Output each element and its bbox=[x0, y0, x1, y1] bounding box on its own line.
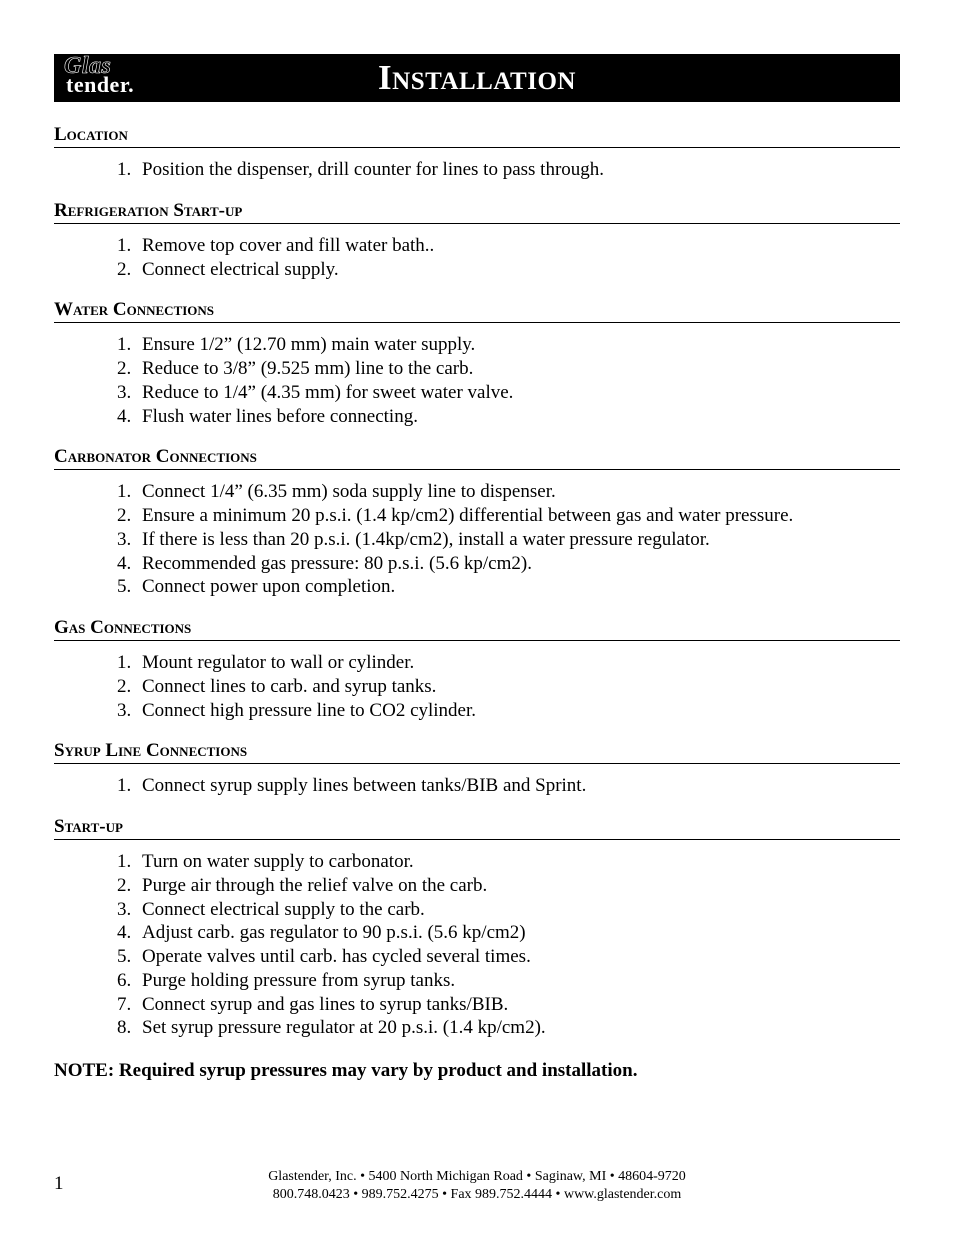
step-item: Connect lines to carb. and syrup tanks. bbox=[136, 675, 900, 699]
section: Gas Connections Mount regulator to wall o… bbox=[54, 617, 900, 722]
footer-line-1: Glastender, Inc. • 5400 North Michigan R… bbox=[54, 1168, 900, 1186]
brand-logo: Glas tender. bbox=[64, 56, 134, 95]
step-item: Connect syrup and gas lines to syrup tan… bbox=[136, 993, 900, 1017]
section-heading: Location bbox=[54, 124, 900, 148]
step-item: Remove top cover and fill water bath.. bbox=[136, 234, 900, 258]
section-heading: Start-up bbox=[54, 816, 900, 840]
step-item: Ensure 1/2” (12.70 mm) main water supply… bbox=[136, 333, 900, 357]
sections-container: Location Position the dispenser, drill co… bbox=[54, 124, 900, 1040]
step-item: Reduce to 3/8” (9.525 mm) line to the ca… bbox=[136, 357, 900, 381]
section: Carbonator Connections Connect 1/4” (6.35… bbox=[54, 446, 900, 599]
page-title: Installation bbox=[54, 58, 900, 98]
step-item: Connect high pressure line to CO2 cylind… bbox=[136, 699, 900, 723]
footer: Glastender, Inc. • 5400 North Michigan R… bbox=[54, 1168, 900, 1203]
section-heading: Gas Connections bbox=[54, 617, 900, 641]
step-item: Recommended gas pressure: 80 p.s.i. (5.6… bbox=[136, 552, 900, 576]
step-item: Reduce to 1/4” (4.35 mm) for sweet water… bbox=[136, 381, 900, 405]
step-list: Ensure 1/2” (12.70 mm) main water supply… bbox=[54, 333, 900, 428]
section-heading: Water Connections bbox=[54, 299, 900, 323]
section-heading: Syrup Line Connections bbox=[54, 740, 900, 764]
step-list: Turn on water supply to carbonator.Purge… bbox=[54, 850, 900, 1040]
step-item: If there is less than 20 p.s.i. (1.4kp/c… bbox=[136, 528, 900, 552]
title-bar: Glas tender. Installation bbox=[54, 54, 900, 102]
footer-line-2: 800.748.0423 • 989.752.4275 • Fax 989.75… bbox=[54, 1186, 900, 1204]
step-item: Adjust carb. gas regulator to 90 p.s.i. … bbox=[136, 921, 900, 945]
logo-bottom-text: tender bbox=[66, 72, 128, 97]
step-item: Turn on water supply to carbonator. bbox=[136, 850, 900, 874]
step-list: Mount regulator to wall or cylinder.Conn… bbox=[54, 651, 900, 722]
step-item: Connect electrical supply to the carb. bbox=[136, 898, 900, 922]
step-list: Remove top cover and fill water bath..Co… bbox=[54, 234, 900, 282]
step-item: Ensure a minimum 20 p.s.i. (1.4 kp/cm2) … bbox=[136, 504, 900, 528]
section-heading: Carbonator Connections bbox=[54, 446, 900, 470]
step-item: Mount regulator to wall or cylinder. bbox=[136, 651, 900, 675]
section: Syrup Line Connections Connect syrup supp… bbox=[54, 740, 900, 798]
step-item: Connect power upon completion. bbox=[136, 575, 900, 599]
section: Water Connections Ensure 1/2” (12.70 mm) … bbox=[54, 299, 900, 428]
step-list: Connect 1/4” (6.35 mm) soda supply line … bbox=[54, 480, 900, 599]
step-item: Connect electrical supply. bbox=[136, 258, 900, 282]
logo-bottom-word: tender. bbox=[64, 76, 134, 95]
step-item: Set syrup pressure regulator at 20 p.s.i… bbox=[136, 1016, 900, 1040]
step-list: Position the dispenser, drill counter fo… bbox=[54, 158, 900, 182]
step-item: Flush water lines before connecting. bbox=[136, 405, 900, 429]
section: Refrigeration Start-up Remove top cover a… bbox=[54, 200, 900, 282]
step-item: Connect syrup supply lines between tanks… bbox=[136, 774, 900, 798]
step-item: Position the dispenser, drill counter fo… bbox=[136, 158, 900, 182]
step-item: Operate valves until carb. has cycled se… bbox=[136, 945, 900, 969]
step-item: Purge air through the relief valve on th… bbox=[136, 874, 900, 898]
section: Start-up Turn on water supply to carbonat… bbox=[54, 816, 900, 1040]
step-item: Connect 1/4” (6.35 mm) soda supply line … bbox=[136, 480, 900, 504]
step-item: Purge holding pressure from syrup tanks. bbox=[136, 969, 900, 993]
section: Location Position the dispenser, drill co… bbox=[54, 124, 900, 182]
section-heading: Refrigeration Start-up bbox=[54, 200, 900, 224]
logo-suffix: . bbox=[128, 72, 134, 97]
page: Glas tender. Installation Location Positi… bbox=[0, 0, 954, 1235]
note-text: NOTE: Required syrup pressures may vary … bbox=[54, 1060, 900, 1082]
step-list: Connect syrup supply lines between tanks… bbox=[54, 774, 900, 798]
